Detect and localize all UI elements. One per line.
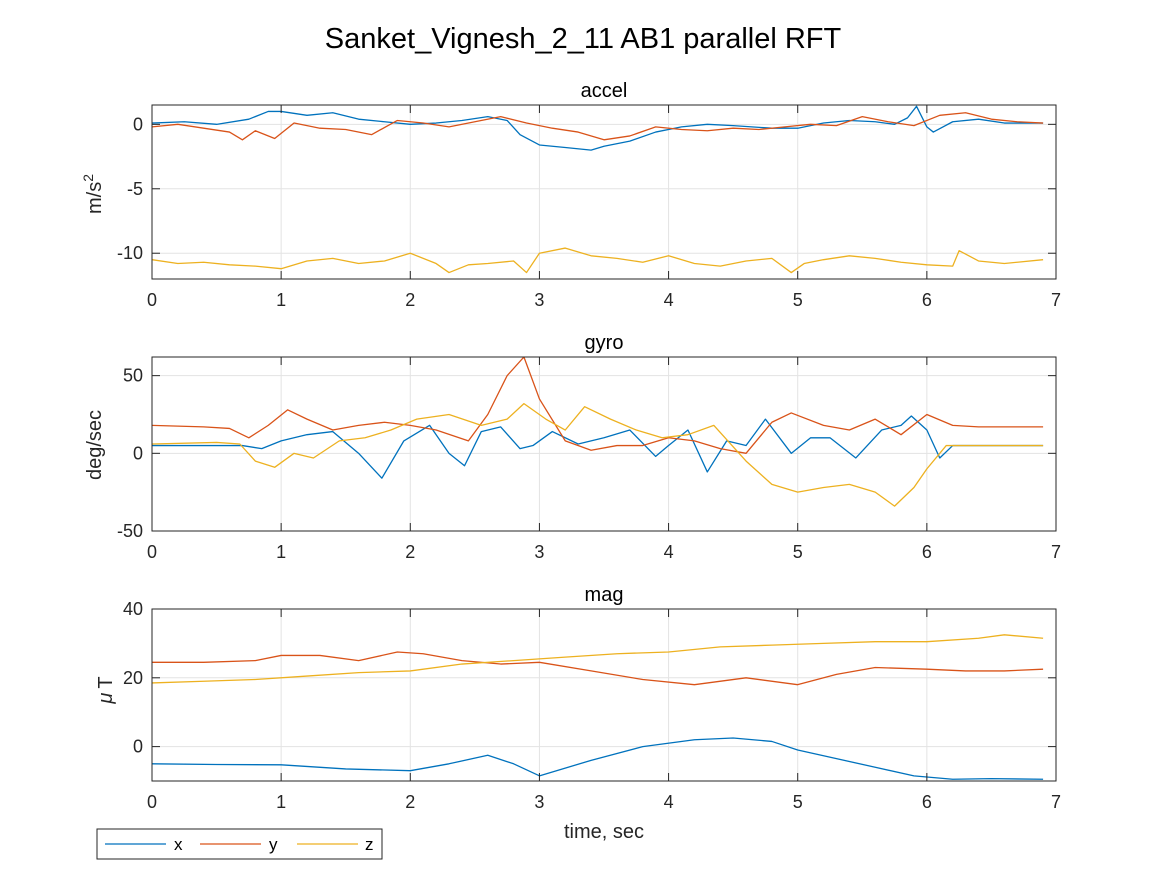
accel-axes-box — [151, 104, 1057, 280]
accel-xtick-label-7: 7 — [1051, 290, 1061, 310]
x-axis-label: time, sec — [564, 821, 644, 843]
mag-axes-box — [151, 608, 1057, 782]
legend: x y z — [96, 828, 383, 860]
gyro-series-y — [152, 357, 1044, 454]
mag-xtick-label-0: 0 — [147, 792, 157, 812]
accel-xtick-label-5: 5 — [793, 290, 803, 310]
mag-series-z — [152, 634, 1044, 684]
gyro-plot-area — [152, 357, 1056, 531]
accel-ytick-label-0: -10 — [117, 243, 143, 263]
gyro-xtick-label-6: 6 — [922, 542, 932, 562]
mag-ytick-label-1: 20 — [123, 668, 143, 688]
gyro-subplot-title: gyro — [585, 332, 624, 354]
accel-y-axis-label: m/s2 — [80, 174, 106, 214]
accel-xtick-label-0: 0 — [147, 290, 157, 310]
accel-ytick-label-2: 0 — [133, 114, 143, 134]
legend-label-y: y — [269, 835, 278, 854]
mag-xtick-label-5: 5 — [793, 792, 803, 812]
accel-subplot-title: accel — [581, 80, 628, 102]
accel-xtick-label-2: 2 — [405, 290, 415, 310]
mag-xtick-label-4: 4 — [664, 792, 674, 812]
mag-ytick-label-0: 0 — [133, 737, 143, 757]
gyro-xtick-label-0: 0 — [147, 542, 157, 562]
gyro-xtick-label-7: 7 — [1051, 542, 1061, 562]
accel-xtick-label-6: 6 — [922, 290, 932, 310]
mag-ytick-label-2: 40 — [123, 599, 143, 619]
accel-xtick-label-4: 4 — [664, 290, 674, 310]
accel-ytick-label-1: -5 — [127, 179, 143, 199]
accel-plot-area — [152, 105, 1056, 279]
accel-xtick-label-1: 1 — [276, 290, 286, 310]
gyro-xtick-label-4: 4 — [664, 542, 674, 562]
gyro-y-axis-label: deg/sec — [84, 410, 106, 480]
mag-panel: 0 1 2 3 4 5 6 7 0 20 40 mag — [123, 584, 1061, 812]
accel-series-y — [152, 112, 1044, 141]
gyro-ytick-label-0: -50 — [117, 521, 143, 541]
mag-xtick-label-6: 6 — [922, 792, 932, 812]
gyro-xtick-label-1: 1 — [276, 542, 286, 562]
gyro-ytick-label-1: 0 — [133, 443, 143, 463]
accel-series-z — [152, 247, 1044, 274]
gyro-series-z — [152, 402, 1044, 507]
gyro-xtick-label-5: 5 — [793, 542, 803, 562]
mag-series-y — [152, 651, 1044, 686]
mag-xtick-label-2: 2 — [405, 792, 415, 812]
mag-plot-area — [152, 609, 1056, 781]
mag-xtick-label-1: 1 — [276, 792, 286, 812]
mag-xtick-label-7: 7 — [1051, 792, 1061, 812]
legend-label-z: z — [365, 835, 374, 854]
gyro-xtick-label-2: 2 — [405, 542, 415, 562]
gyro-series-x — [152, 415, 1044, 479]
mag-series-x — [152, 737, 1044, 780]
gyro-xtick-label-3: 3 — [534, 542, 544, 562]
mag-xtick-label-3: 3 — [534, 792, 544, 812]
gyro-axes-box — [151, 356, 1057, 532]
mag-y-axis-label: μT — [95, 676, 117, 704]
figure-title: Sanket_Vignesh_2_11 AB1 parallel RFT — [325, 23, 842, 55]
gyro-ytick-label-2: 50 — [123, 366, 143, 386]
legend-label-x: x — [174, 835, 183, 854]
accel-series-x — [152, 105, 1044, 151]
mag-subplot-title: mag — [585, 584, 624, 606]
accel-panel: 0 1 2 3 4 5 6 7 -10 -5 0 accel — [117, 80, 1061, 310]
accel-xtick-label-3: 3 — [534, 290, 544, 310]
